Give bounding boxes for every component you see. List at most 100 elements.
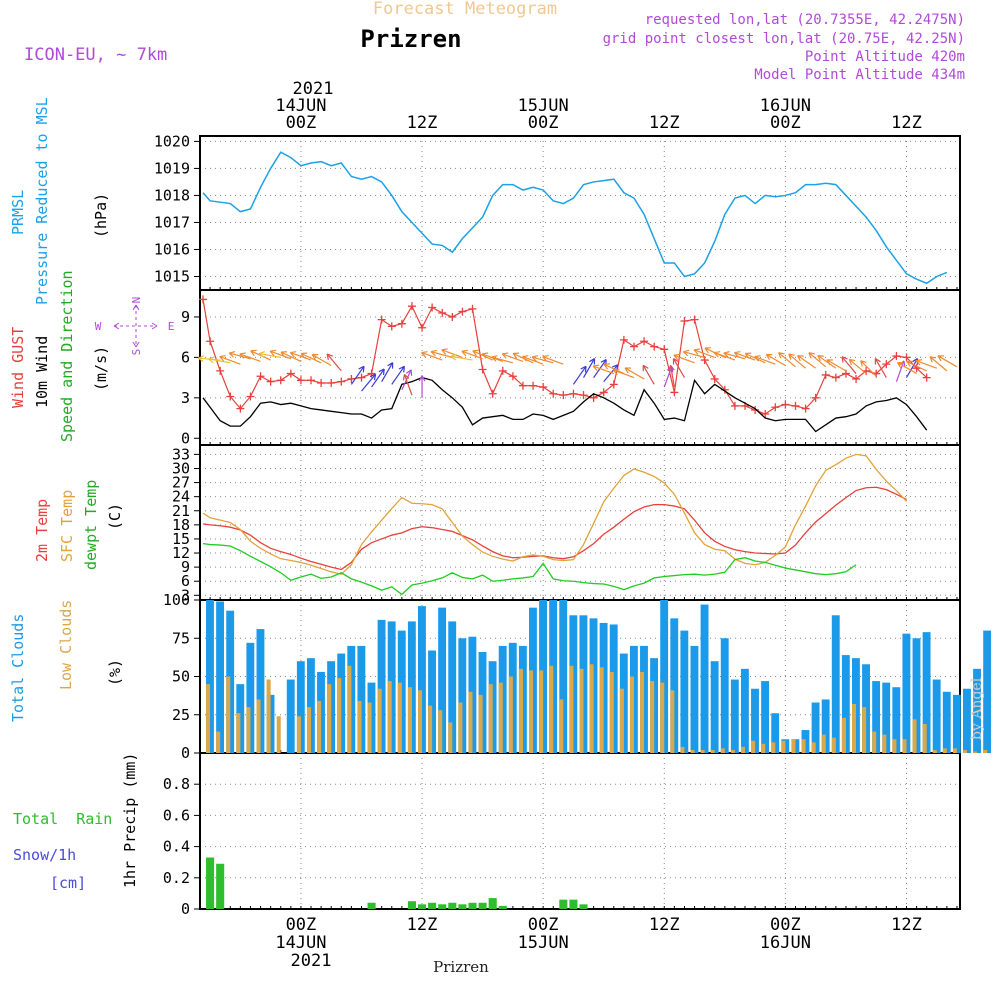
wind-arrow xyxy=(441,349,463,358)
total-clouds-bar xyxy=(922,632,931,753)
wind-arrow-head xyxy=(744,352,752,359)
wind-arrow xyxy=(874,358,887,378)
low-clouds-label: Low Clouds xyxy=(57,600,75,690)
y-tick-label: 18 xyxy=(172,516,190,534)
low-clouds-bar xyxy=(539,670,544,753)
wind-arrow xyxy=(391,365,405,385)
bottom-date-label: 16JUN xyxy=(760,933,811,953)
pressure-unit: (hPa) xyxy=(92,193,110,238)
y-tick-label: 0 xyxy=(181,429,190,447)
y-tick-label: 1017 xyxy=(154,213,190,231)
low-clouds-bar xyxy=(529,670,534,753)
gust-marker xyxy=(599,388,608,397)
low-clouds-bar xyxy=(508,676,513,753)
low-clouds-bar xyxy=(579,668,584,753)
wind-arrow xyxy=(572,365,587,385)
low-clouds-bar xyxy=(720,748,725,753)
wind-arrow-head xyxy=(723,351,730,358)
low-clouds-bar xyxy=(922,723,927,753)
total-clouds-bar xyxy=(680,630,689,753)
wind-arrow-head xyxy=(258,351,265,358)
low-clouds-bar xyxy=(417,690,423,753)
low-clouds-bar xyxy=(912,719,917,753)
low-clouds-bar xyxy=(831,737,836,753)
wind-arrow xyxy=(817,355,837,369)
wind-arrow-head xyxy=(208,356,215,364)
wind-arrow xyxy=(669,365,675,388)
y-tick-label: 0 xyxy=(181,744,190,762)
wind-arrow-head xyxy=(450,353,457,361)
wind-arrow-head xyxy=(369,373,377,381)
total-clouds-bar xyxy=(932,679,941,753)
y-tick-label: 3 xyxy=(181,389,190,407)
wind-arrow xyxy=(592,365,615,375)
wind-arrow xyxy=(430,351,453,358)
y-tick-label: 25 xyxy=(172,706,190,724)
footer-location: Prizren xyxy=(433,958,489,976)
total-clouds-bar xyxy=(963,688,971,753)
wind-arrow-head xyxy=(754,355,761,362)
gust-marker xyxy=(801,404,810,413)
low-clouds-bar xyxy=(206,684,211,753)
panel-frame xyxy=(199,752,961,910)
low-clouds-bar xyxy=(407,687,412,753)
gust-marker xyxy=(357,373,366,382)
low-clouds-bar xyxy=(862,707,867,753)
wind-arrow xyxy=(290,351,312,361)
temp-sfc-label: SFC Temp xyxy=(58,490,76,562)
total-clouds-bar xyxy=(821,699,830,753)
low-clouds-bar xyxy=(468,691,473,753)
meteogram-title: Forecast Meteogram xyxy=(373,0,557,19)
gust-marker xyxy=(468,304,477,313)
total-clouds-bar xyxy=(942,691,951,753)
wind-arrow xyxy=(663,366,673,388)
low-clouds-bar xyxy=(226,676,231,753)
wind-arrow xyxy=(905,358,919,378)
gust-marker xyxy=(640,337,649,346)
wind-arrow-head xyxy=(239,352,246,359)
wind-arrow xyxy=(754,356,776,365)
y-tick-label: 6 xyxy=(181,348,190,366)
wind-arrow-head xyxy=(929,356,937,363)
low-clouds-bar xyxy=(781,740,786,753)
wind-arrow xyxy=(714,351,736,361)
gust-marker xyxy=(619,335,628,344)
wind-arrow-head xyxy=(501,352,509,359)
low-clouds-bar xyxy=(397,682,402,753)
low-clouds-bar xyxy=(428,705,433,753)
wind-arrow-head xyxy=(642,364,649,372)
total-clouds-bar xyxy=(407,621,416,753)
low-clouds-bar xyxy=(317,700,322,753)
top-hour-label: 00Z xyxy=(528,113,559,133)
grid-point-coords: grid point closest lon,lat (20.75E, 42.2… xyxy=(603,31,965,47)
precip-axis-label: 1hr Precip (mm) xyxy=(121,753,139,888)
gust-marker xyxy=(347,374,356,383)
y-tick-label: 27 xyxy=(172,474,190,492)
model-point-altitude: Model Point Altitude 434m xyxy=(754,67,965,83)
wind-arrow xyxy=(642,364,655,385)
gust-marker xyxy=(498,366,507,375)
gust-marker xyxy=(751,405,760,414)
wind-arrow xyxy=(778,352,796,368)
wind-arrow-head xyxy=(874,358,881,365)
requested-coords: requested lon,lat (20.7355E, 42.2475N) xyxy=(645,12,965,28)
wind-arrow-head xyxy=(915,359,923,366)
rain-bar xyxy=(569,899,578,909)
total-clouds-bar xyxy=(357,645,366,753)
wind-arrow xyxy=(603,363,625,375)
wind-arrow xyxy=(673,354,695,364)
wind-arrow-head xyxy=(672,358,679,365)
total-clouds-bar xyxy=(296,661,305,753)
gust-marker xyxy=(478,365,487,374)
top-date-label: 15JUN xyxy=(518,96,569,116)
low-clouds-bar xyxy=(377,688,382,753)
wind-arrow xyxy=(672,358,685,378)
wind-arrow-head xyxy=(269,349,277,357)
rain-bar xyxy=(448,902,457,909)
wind-arrow xyxy=(502,353,524,362)
gust-marker xyxy=(327,379,336,387)
y-tick-label: 30 xyxy=(172,459,190,477)
wind-arrow xyxy=(361,373,377,392)
wind-arrow-head xyxy=(522,355,529,362)
